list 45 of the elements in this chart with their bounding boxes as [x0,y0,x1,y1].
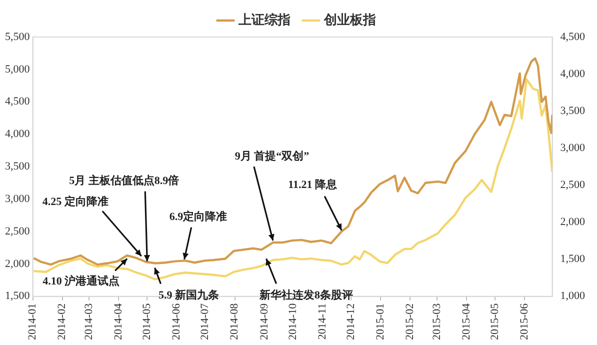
y-tick-label: 3,000 [5,192,30,205]
x-tick-label: 2015-02 [404,303,416,340]
y2-tick-label: 2,500 [560,179,586,192]
y-tick-label: 2,000 [5,258,30,270]
y-tick-label: 1,500 [5,290,30,302]
y-tick-label: 5,500 [5,30,30,43]
annotation: 11.21 降息 [288,178,338,192]
y-tick-label: 5,000 [5,63,30,76]
x-tick-label: 2014-08 [228,302,241,340]
y-tick-label: 4,000 [5,128,30,140]
annotation: 5月 主板估值低点8.9倍 [69,174,180,188]
x-tick-label: 2015-01 [374,303,387,340]
x-tick-label: 2015-06 [518,302,530,340]
x-tick-label: 2014-09 [258,302,270,340]
y2-tick-label: 3,000 [560,142,586,154]
y2-tick-label: 4,000 [560,68,586,80]
x-tick-label: 2014-10 [286,302,299,340]
annotation: 5.9 新国九条 [158,288,220,302]
y2-tick-label: 3,500 [560,104,586,117]
y2-tick-label: 1,500 [560,253,586,266]
annotation: 4.10 沪港通试点 [42,274,120,288]
annotation: 9月 首提“双创” [234,149,310,162]
x-tick-label: 2014-06 [170,302,183,340]
y-tick-label: 2,500 [5,225,30,238]
x-tick-label: 2014-03 [82,302,95,340]
y2-tick-label: 2,000 [560,216,586,228]
y2-tick-label: 4,500 [560,30,586,43]
y-tick-label: 3,500 [5,160,30,173]
legend-label: 上证综指 [238,12,290,27]
annotation: 新华社连发8条股评 [258,288,354,302]
x-tick-label: 2015-03 [430,302,443,340]
x-tick-label: 2014-07 [199,302,212,340]
annotation: 4.25 定向降准 [42,194,108,208]
y2-tick-label: 1,000 [560,290,586,302]
x-tick-label: 2014-11 [316,303,328,340]
x-tick-label: 2014-05 [141,302,154,340]
annotation: 6.9定向降准 [169,210,228,224]
x-tick-label: 2014-04 [112,302,124,340]
x-tick-label: 2014-01 [26,303,39,340]
legend-label: 创业板指 [323,12,376,27]
x-tick-label: 2014-02 [56,303,68,340]
y-tick-label: 4,500 [5,96,30,108]
x-tick-label: 2014-12 [345,303,358,340]
x-tick-label: 2015-05 [488,302,501,340]
x-tick-label: 2015-04 [460,302,472,340]
